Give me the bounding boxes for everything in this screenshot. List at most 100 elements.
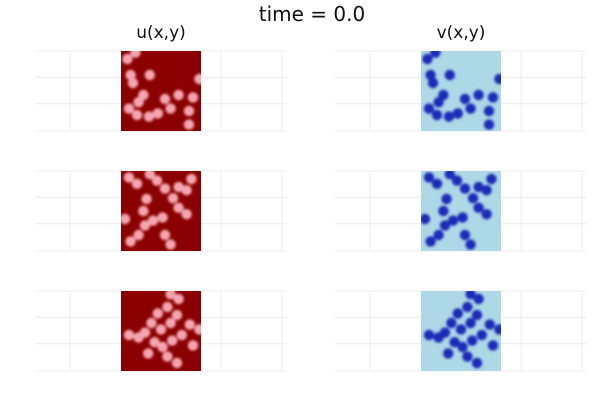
spot-group — [422, 51, 501, 130]
heatmap-spot — [455, 324, 467, 335]
spot-group — [122, 51, 201, 130]
heatmap-spot — [494, 73, 501, 85]
spot-group — [421, 171, 497, 250]
heatmap-spot — [462, 351, 473, 362]
heatmap-spot — [444, 69, 455, 81]
heatmap-spot — [123, 172, 135, 183]
heatmap-spot — [425, 69, 436, 81]
heatmap-spot — [427, 77, 439, 89]
heatmap-spot — [144, 171, 155, 180]
heatmap-spot — [159, 93, 171, 105]
heatmap-spot — [194, 73, 201, 85]
heatmap-spot — [167, 335, 178, 346]
heatmap-spot — [144, 69, 155, 81]
heatmap-spot — [143, 111, 155, 122]
heatmap-spot — [439, 220, 451, 231]
heatmap-spot — [447, 215, 459, 226]
heatmap-spot — [465, 103, 476, 114]
heatmap-spot — [141, 193, 152, 205]
heatmap-spot — [473, 202, 484, 213]
heatmap-spot — [165, 239, 176, 250]
heatmap-spot — [125, 69, 136, 81]
heatmap-spot — [459, 229, 471, 241]
heatmap-spot — [173, 89, 184, 101]
heatmap-spot — [422, 53, 433, 65]
heatmap-spot — [467, 335, 478, 346]
heatmap-background — [421, 51, 501, 131]
heatmap-spot — [152, 108, 163, 119]
heatmap-spot — [457, 212, 468, 223]
heatmap-spot — [443, 348, 454, 359]
heatmap-spot — [146, 317, 157, 329]
heatmap-spot — [157, 212, 168, 223]
heatmap-spot — [151, 175, 163, 186]
heatmap-spot — [187, 340, 199, 351]
heatmap-background — [121, 51, 201, 131]
heatmap-spot — [467, 193, 479, 204]
heatmap-spot — [446, 317, 457, 329]
panels-layer — [35, 50, 587, 372]
heatmap-spot — [171, 357, 183, 369]
heatmap-spot — [165, 317, 176, 329]
heatmap-spot — [171, 309, 183, 321]
figure-title: time = 0.0 — [259, 2, 365, 26]
heatmap-spot — [423, 103, 435, 114]
heatmap-spot — [173, 181, 184, 193]
heatmap-spot — [187, 92, 199, 103]
heatmap-spot — [473, 181, 484, 193]
panel-v-row-1 — [335, 50, 587, 132]
heatmap-spot — [122, 53, 133, 65]
heatmap-spot — [123, 103, 135, 114]
heatmap-spot — [139, 220, 151, 231]
heatmap-spot — [181, 185, 192, 196]
spot-group — [423, 291, 501, 369]
heatmap-spot — [183, 119, 195, 130]
heatmap-spot — [133, 97, 144, 108]
heatmap-spot — [443, 111, 455, 122]
heatmap-spot — [431, 109, 443, 121]
heatmap-spot — [465, 291, 476, 300]
heatmap-spot — [167, 193, 179, 204]
column-title-v: v(x,y) — [437, 23, 486, 43]
heatmap-spot — [465, 317, 476, 329]
heatmap-spot — [473, 293, 484, 305]
heatmap-spot — [444, 171, 455, 180]
heatmap-spot — [157, 341, 168, 353]
column-title-u: u(x,y) — [136, 23, 186, 43]
heatmap-spot — [186, 173, 197, 185]
heatmap-spot — [184, 319, 195, 330]
panel-v-row-2 — [335, 170, 587, 252]
heatmap-spot — [176, 329, 187, 341]
heatmap-spot — [457, 341, 468, 353]
heatmap-spot — [123, 329, 135, 341]
heatmap-spot — [423, 329, 435, 341]
heatmap-spot — [133, 332, 144, 343]
heatmap-spot — [459, 93, 471, 105]
heatmap-spot — [473, 89, 484, 101]
heatmap-spot — [131, 109, 143, 121]
heatmap-spot — [143, 348, 154, 359]
heatmap-spot — [451, 175, 463, 186]
heatmap-spot — [433, 97, 444, 108]
heatmap-spot — [465, 239, 476, 250]
heatmap-spot — [462, 301, 473, 313]
heatmap-spot — [159, 183, 171, 194]
heatmap-spot — [173, 293, 184, 305]
heatmap-spot — [147, 215, 159, 226]
heatmap-spot — [433, 229, 444, 241]
heatmap-spot — [423, 172, 435, 183]
heatmap-spot — [430, 51, 441, 58]
panel-u-row-3 — [35, 290, 287, 372]
heatmap-spot — [487, 92, 499, 103]
heatmap-spot — [125, 236, 136, 247]
heatmap-spot — [149, 337, 160, 348]
heatmap-spot — [433, 332, 444, 343]
spot-group — [123, 291, 201, 369]
heatmap-spot — [452, 308, 463, 319]
heatmap-spot — [130, 51, 141, 58]
heatmap-spot — [181, 209, 192, 220]
heatmap-spot — [471, 309, 483, 321]
heatmap-spot — [165, 291, 176, 300]
heatmap-spot — [431, 178, 443, 189]
